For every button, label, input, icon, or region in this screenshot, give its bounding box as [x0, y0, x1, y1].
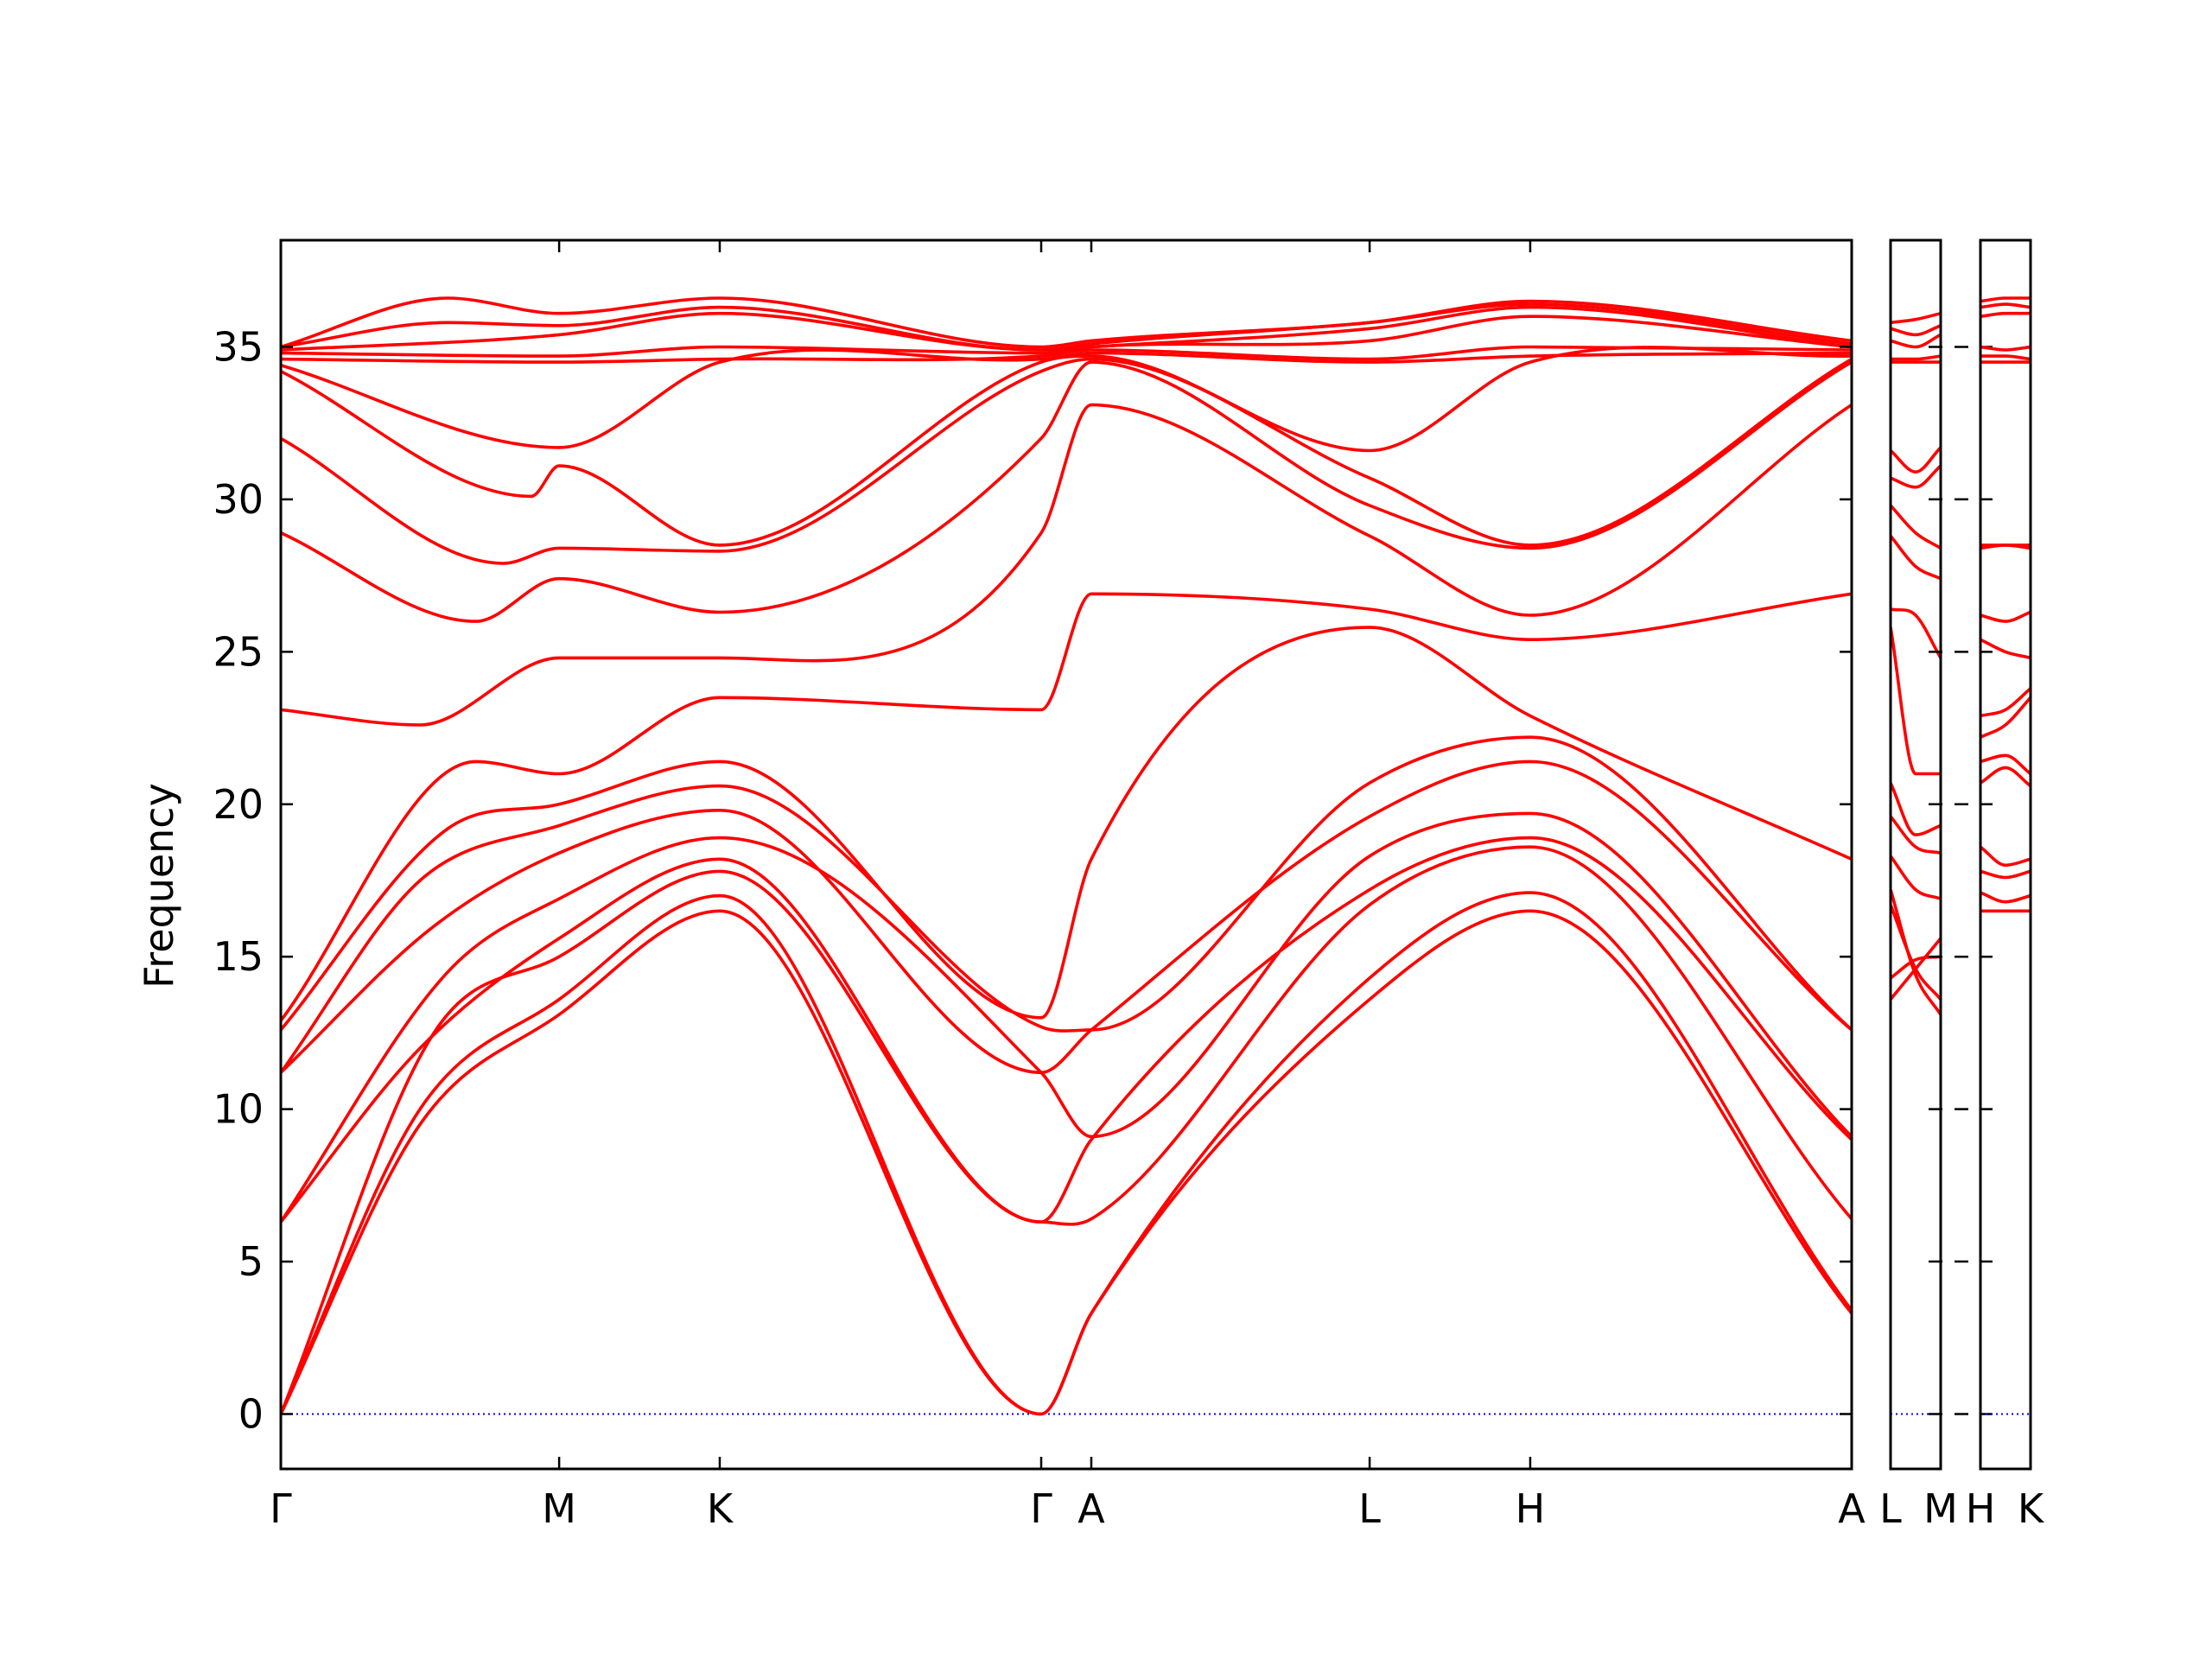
band-main-4	[281, 811, 1852, 1224]
band-main-7	[281, 626, 1852, 1032]
band-L-M-3	[1891, 889, 1941, 1016]
x-tick-label-main-0: Γ	[270, 1485, 292, 1532]
band-main-2	[281, 845, 1852, 1415]
band-L-M-10	[1891, 504, 1941, 550]
band-H-K-17	[1980, 296, 2031, 303]
y-tick-label-30: 30	[213, 476, 264, 523]
band-main-6	[281, 735, 1852, 1074]
band-main-12	[281, 346, 1852, 547]
y-tick-label-10: 10	[213, 1086, 264, 1133]
band-L-M-4	[1891, 855, 1941, 900]
y-tick-label-5: 5	[238, 1238, 264, 1285]
y-tick-label-15: 15	[213, 933, 264, 980]
x-tick-label-main-1: M	[542, 1485, 576, 1532]
panel-frame	[1889, 238, 1942, 1471]
panel-frame	[1979, 238, 2032, 1471]
band-L-M-6	[1891, 782, 1941, 836]
band-L-M-12	[1891, 446, 1941, 474]
band-L-M-8	[1891, 607, 1941, 659]
band-L-M-17	[1891, 311, 1941, 325]
band-H-K-8	[1980, 638, 2031, 660]
band-main-13	[281, 348, 1852, 449]
band-H-K-6	[1980, 696, 2031, 739]
band-main-1	[281, 891, 1852, 1416]
band-H-K-5	[1980, 753, 2031, 775]
band-H-K-1	[1980, 891, 2031, 904]
x-tick-label-main-5: L	[1358, 1485, 1381, 1532]
band-L-M-7	[1891, 626, 1941, 776]
band-main-5	[281, 760, 1852, 1075]
y-tick-label-20: 20	[213, 781, 264, 828]
y-tick-label-35: 35	[213, 323, 264, 370]
x-tick-label-H-K-1: K	[2018, 1485, 2045, 1532]
band-L-M-14	[1891, 354, 1941, 361]
band-H-K-15	[1980, 311, 2031, 318]
x-tick-label-H-K-0: H	[1966, 1485, 1996, 1532]
band-main-17	[281, 302, 1852, 352]
band-H-K-3	[1980, 845, 2031, 868]
x-tick-label-L-M-0: L	[1879, 1485, 1902, 1532]
band-L-M-5	[1891, 815, 1941, 855]
x-tick-label-main-3: Γ	[1030, 1485, 1052, 1532]
x-tick-label-main-7: A	[1838, 1485, 1866, 1532]
band-H-K-9	[1980, 610, 2031, 623]
band-L-M-11	[1891, 464, 1941, 489]
band-H-K-2	[1980, 869, 2031, 880]
band-H-K-4	[1980, 766, 2031, 788]
x-tick-label-main-4: A	[1077, 1485, 1105, 1532]
y-tick-label-25: 25	[213, 628, 264, 675]
bands	[1891, 311, 1941, 1016]
y-axis-title: Frequency	[136, 783, 182, 988]
band-main-10	[281, 360, 1852, 623]
band-H-K-13	[1980, 354, 2031, 361]
band-H-K-14	[1980, 345, 2031, 352]
x-tick-label-main-2: K	[707, 1485, 734, 1532]
band-L-M-16	[1891, 324, 1941, 337]
band-main-18	[281, 296, 1852, 349]
band-main-15	[281, 315, 1852, 358]
y-tick-label-0: 0	[238, 1390, 264, 1437]
band-H-K-16	[1980, 302, 2031, 309]
band-main-11	[281, 357, 1852, 565]
band-main-9	[281, 403, 1852, 727]
x-tick-label-main-6: H	[1516, 1485, 1546, 1532]
bands	[281, 296, 1852, 1416]
band-L-M-15	[1891, 333, 1941, 349]
band-main-3	[281, 836, 1852, 1224]
band-L-M-9	[1891, 535, 1941, 581]
band-H-K-7	[1980, 687, 2031, 718]
band-main-14	[281, 345, 1852, 364]
band-main-8	[281, 592, 1852, 1022]
band-main-0	[281, 909, 1852, 1416]
panel-frame	[279, 238, 1853, 1471]
x-tick-label-L-M-1: M	[1923, 1485, 1958, 1532]
band-L-M-2	[1891, 904, 1941, 1001]
bands	[1980, 296, 2031, 913]
